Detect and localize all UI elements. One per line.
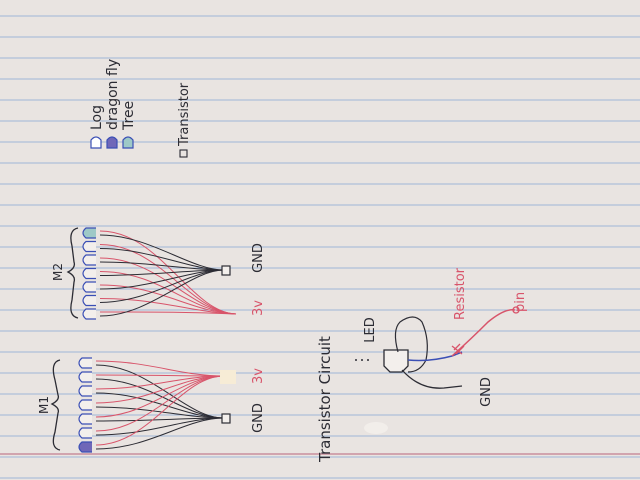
transistor-wire-blue — [407, 351, 463, 362]
m1-group: M1 GND 3v — [37, 357, 266, 453]
transistor-circuit: Transistor Circuit LED Resistor pin GND — [316, 267, 528, 463]
legend: Log dragon fly Tree Transistor — [89, 59, 192, 158]
wire-gnd — [99, 234, 225, 271]
pin-endpoint — [512, 306, 520, 314]
wire-gnd — [95, 417, 225, 450]
transistor-legend-marker — [179, 149, 188, 158]
m2-gnd-junction — [221, 265, 231, 276]
wire-gnd — [95, 406, 225, 419]
m2-brace — [66, 227, 79, 319]
legend-label: Tree — [121, 101, 137, 131]
legend-items: Log dragon fly Tree — [89, 59, 137, 149]
transistor-circuit-title: Transistor Circuit — [316, 336, 334, 463]
m1-sensor-row — [78, 357, 92, 453]
m2-3v-label: 3v — [251, 300, 266, 316]
sensor-module — [82, 267, 96, 280]
sensor-module — [82, 254, 96, 266]
sensor-module — [82, 281, 96, 293]
legend-label: Log — [89, 105, 105, 130]
sensor-module — [78, 371, 92, 383]
wire-3v — [99, 298, 237, 315]
led-label: LED — [363, 317, 378, 342]
wire-3v — [95, 360, 225, 377]
sensor-module — [78, 357, 92, 369]
gnd-bottom-label: GND — [479, 377, 494, 407]
m2-sensor-row — [82, 227, 96, 320]
transistor-symbol — [383, 349, 409, 373]
legend-marker — [122, 136, 134, 149]
wire-3v — [95, 374, 225, 377]
transistor-wire-led — [394, 316, 428, 373]
ruled-lines — [0, 15, 640, 479]
sensor-module — [82, 240, 96, 253]
sensor-module — [82, 308, 96, 320]
resistor-symbol — [451, 343, 465, 355]
sensor-module — [82, 294, 96, 307]
sensor-module — [78, 441, 92, 453]
sensor-module — [78, 413, 92, 425]
wire-gnd — [99, 269, 225, 276]
resistor-wire — [451, 309, 516, 357]
legend-marker — [106, 136, 118, 149]
transistor-legend-label: Transistor — [177, 82, 192, 147]
m1-3v-label: 3v — [251, 368, 266, 384]
sensor-module — [78, 399, 92, 411]
wire-gnd — [95, 417, 225, 422]
wire-3v — [99, 257, 237, 315]
m1-gnd-label: GND — [251, 403, 266, 433]
m1-brace — [50, 359, 61, 451]
wire-gnd — [95, 364, 225, 419]
wire-3v — [99, 271, 237, 315]
sensor-module — [78, 385, 92, 397]
sensor-module — [78, 427, 92, 439]
wire-3v — [99, 230, 237, 315]
m2-label: M2 — [51, 263, 65, 281]
paper-stain — [364, 422, 388, 434]
m1-label: M1 — [37, 396, 51, 414]
wire-3v — [99, 311, 237, 315]
transistor-wire-gnd — [401, 369, 463, 389]
wire-3v — [95, 375, 225, 446]
pin-label: pin — [513, 292, 528, 312]
sensor-module — [82, 227, 96, 239]
m2-group: M2 GND 3v — [51, 227, 266, 320]
legend-label: dragon fly — [105, 59, 121, 130]
m1-3v-junction — [220, 370, 236, 384]
m1-wires — [95, 360, 225, 450]
m2-gnd-label: GND — [251, 243, 266, 273]
m2-wires — [99, 230, 237, 317]
wire-gnd — [95, 378, 225, 419]
wire-gnd — [99, 269, 225, 317]
wire-gnd — [99, 261, 225, 271]
resistor-label: Resistor — [453, 267, 468, 320]
m1-gnd-junction — [221, 413, 231, 424]
legend-marker — [90, 136, 102, 149]
